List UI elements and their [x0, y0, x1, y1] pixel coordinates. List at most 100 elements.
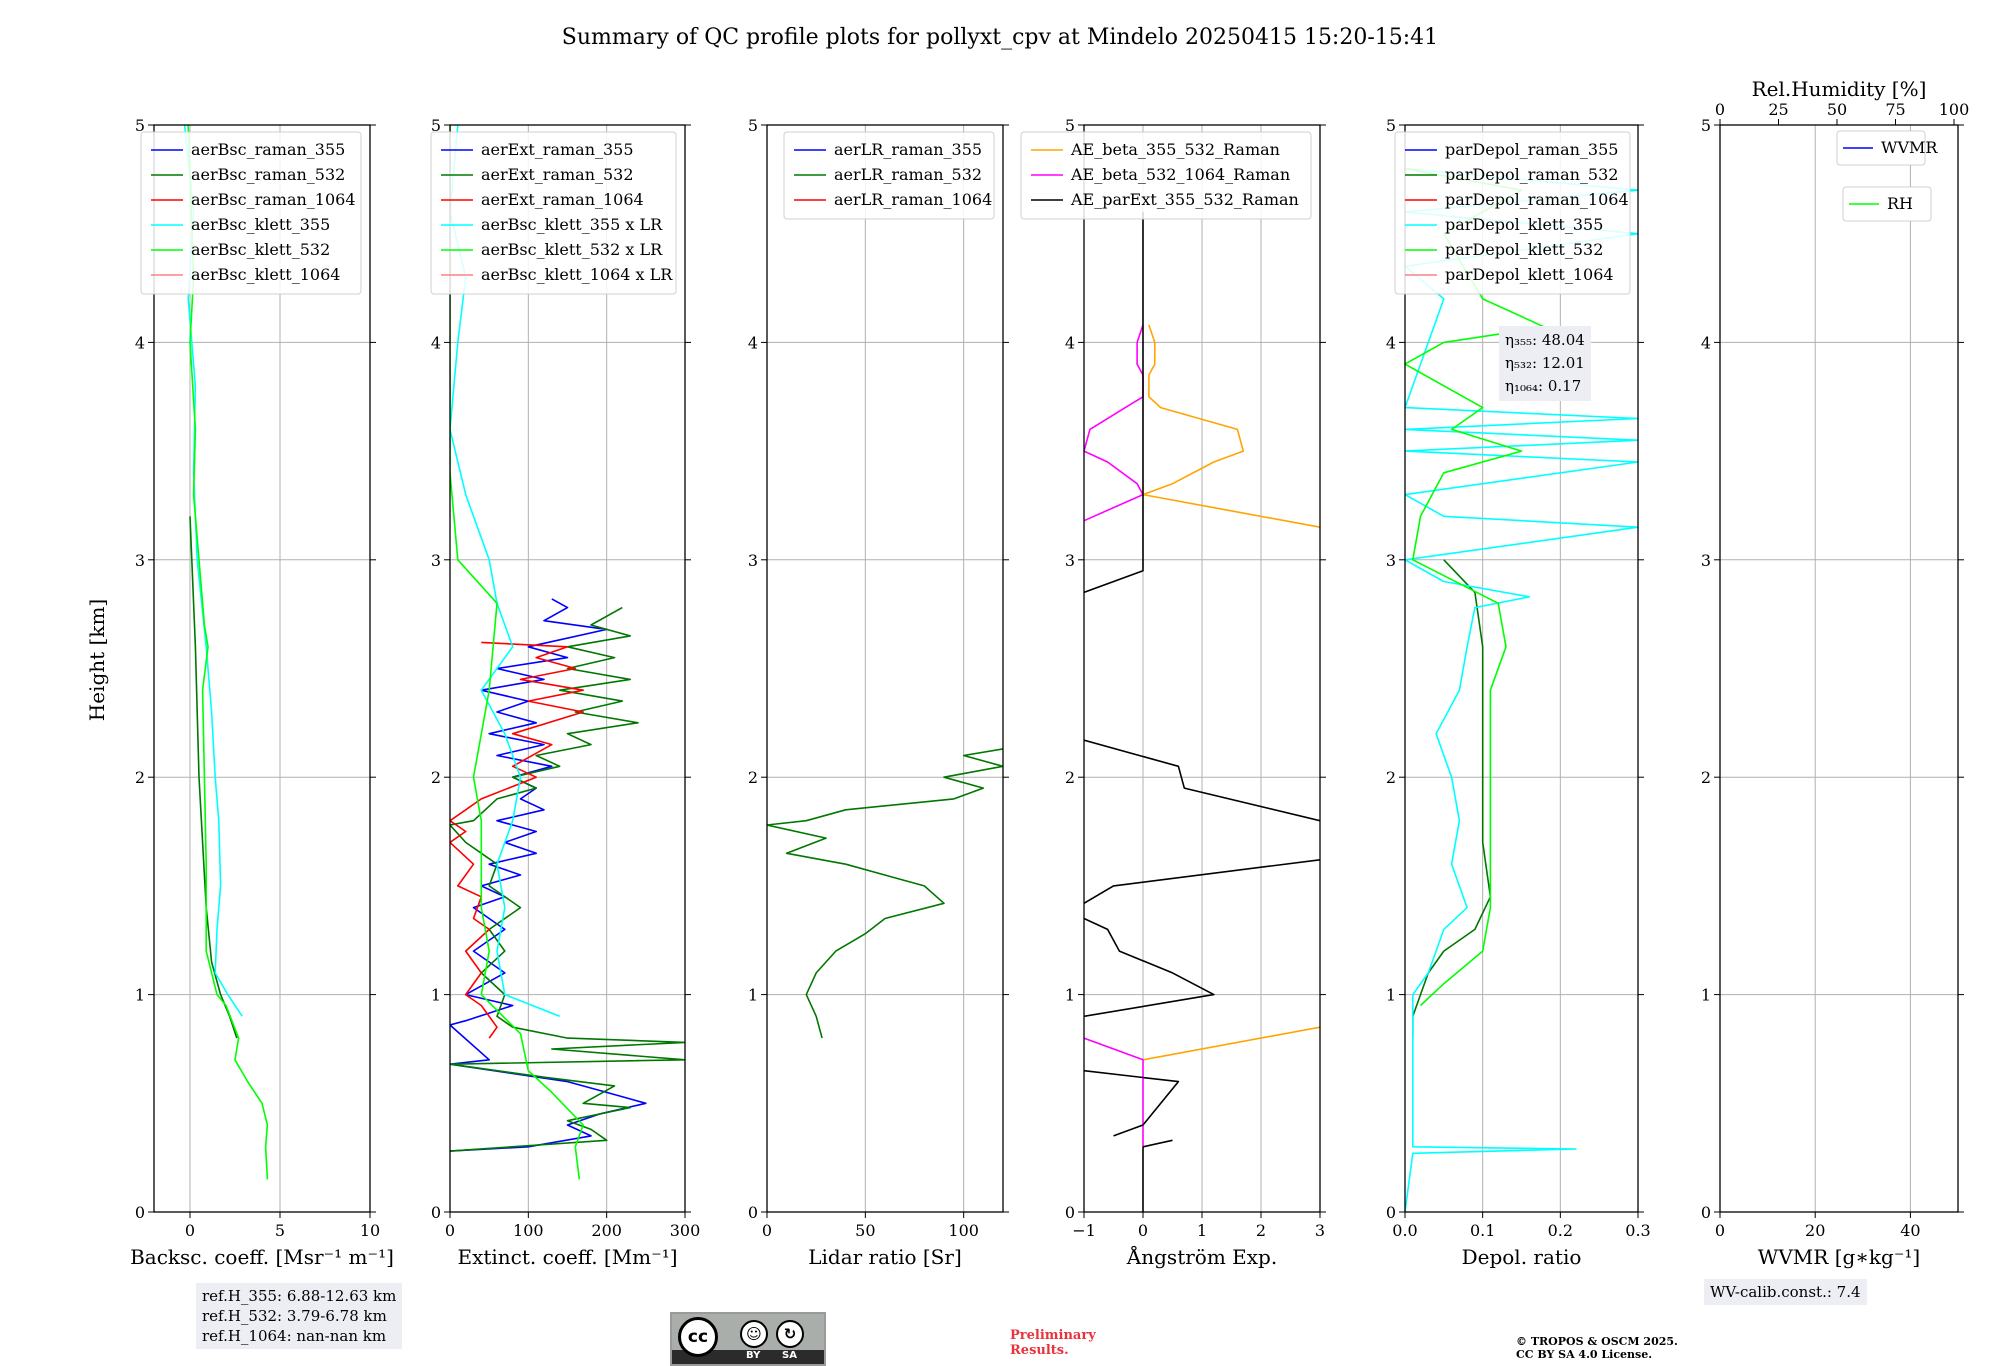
y-tick-label: 0: [1701, 1203, 1711, 1222]
cc-license-badge: cc ☺ ↻ BY SA: [670, 1312, 826, 1366]
legend-entry: AE_beta_532_1064_Raman: [1070, 165, 1290, 184]
legend-box: [1394, 131, 1631, 295]
legend-box: [1842, 186, 1932, 222]
data-lines: [1084, 212, 1320, 1212]
y-tick-label: 1: [1386, 986, 1396, 1005]
plot-frame: [766, 124, 1004, 1213]
copyright-note: © TROPOS & OSCM 2025. CC BY SA 4.0 Licen…: [1516, 1335, 1678, 1361]
x-tick-label: 3: [1315, 1221, 1325, 1240]
y-tick-label: 5: [1065, 116, 1075, 135]
x-tick-label: 300: [670, 1221, 701, 1240]
y-tick-label: 4: [748, 333, 758, 352]
preliminary-line-2: Results.: [1010, 1343, 1069, 1358]
legend-entry: aerExt_raman_532: [481, 165, 634, 184]
by-label: BY: [746, 1350, 761, 1361]
y-tick-label: 2: [748, 768, 758, 787]
y-tick-label: 4: [1701, 333, 1711, 352]
x-tick-label: 0.0: [1392, 1221, 1417, 1240]
legend-entry: aerLR_raman_1064: [834, 190, 992, 209]
legend-entry: WVMR: [1881, 138, 1938, 157]
x-tick-label: 100: [513, 1221, 544, 1240]
panel-wv: 0 20 40 0 1 2 3 4 5 WVMR [g∗kg⁻¹] 0 25 50 75 100 Rel.Hu…: [1701, 77, 1969, 1269]
preliminary-line-1: Preliminary: [1010, 1328, 1096, 1343]
legend-entry: parDepol_klett_532: [1445, 240, 1603, 259]
y-tick-label: 4: [135, 333, 145, 352]
y-tick-label: 2: [431, 768, 441, 787]
ref-h-1064: ref.H_1064: nan-nan km: [202, 1327, 387, 1345]
legend-box: [1836, 130, 1926, 166]
y-tick-label: 2: [1701, 768, 1711, 787]
top-x-axis-label: Rel.Humidity [%]: [1752, 77, 1927, 101]
y-tick-label: 3: [135, 551, 145, 570]
legend-entry: aerBsc_klett_532 x LR: [481, 240, 663, 259]
legend-entry: AE_beta_355_532_Raman: [1070, 140, 1280, 159]
legend-entry: aerExt_raman_1064: [481, 190, 644, 209]
series-parDepol_raman_532: [1412, 559, 1492, 1039]
x-tick-label: 0.2: [1548, 1221, 1573, 1240]
y-tick-label: 5: [1386, 116, 1396, 135]
y-tick-label: 3: [431, 551, 441, 570]
panel-ext: 0 100 200 300 0 1 2 3 4 5 Extinct. coeff. [Mm⁻¹] ae…: [430, 116, 701, 1269]
y-tick-label: 0: [748, 1203, 758, 1222]
plot-frame: [1404, 124, 1639, 1213]
y-tick-label: 3: [1701, 551, 1711, 570]
x-tick-label: 5: [275, 1221, 285, 1240]
x-tick-label: 200: [591, 1221, 622, 1240]
plot-frame: [449, 124, 686, 1213]
y-tick-label: 3: [748, 551, 758, 570]
y-tick-label: 1: [748, 986, 758, 1005]
plot-frame: [1719, 124, 1959, 1213]
panel-lr: 0 50 100 0 1 2 3 4 5 Lidar ratio [Sr] aerLR_raman_…: [748, 116, 1009, 1269]
data-lines: [450, 125, 685, 1180]
legend: aerBsc_raman_355 aerBsc_raman_532 aerBsc_r…: [140, 131, 362, 295]
x-axis-label: Backsc. coeff. [Msr⁻¹ m⁻¹]: [130, 1245, 394, 1269]
y-tick-label: 3: [1386, 551, 1396, 570]
y-tick-label: 5: [748, 116, 758, 135]
eta-532: η₅₃₂: 12.01: [1505, 354, 1585, 372]
eta-355: η₃₅₅: 48.04: [1505, 331, 1585, 349]
y-tick-label: 1: [1701, 986, 1711, 1005]
sa-label: SA: [782, 1350, 797, 1361]
wv-calib-const: WV-calib.const.: 7.4: [1710, 1283, 1861, 1301]
x-tick-label: −1: [1072, 1221, 1096, 1240]
legend-entry: aerLR_raman_355: [834, 140, 982, 159]
x-tick-label: 40: [1900, 1221, 1920, 1240]
panel-dep: 0.0 0.1 0.2 0.3 0 1 2 3 4 5 Depol. ratio parDepol_r…: [1386, 116, 1651, 1269]
eta-1064: η₁₀₆₄: 0.17: [1505, 377, 1582, 395]
series-AE_beta_532_1064_Raman: [1084, 324, 1144, 1147]
legend: aerExt_raman_355 aerExt_raman_532 aerExt_r…: [430, 131, 677, 295]
y-tick-label: 0: [431, 1203, 441, 1222]
legend-entry: parDepol_klett_1064: [1445, 265, 1614, 284]
legend-entry: aerBsc_klett_532: [191, 240, 330, 259]
y-tick-label: 1: [431, 986, 441, 1005]
top-x-tick-label: 25: [1768, 100, 1788, 119]
y-tick-label: 1: [135, 986, 145, 1005]
chart-title: Summary of QC profile plots for pollyxt_…: [562, 25, 1438, 50]
legend-entry: parDepol_raman_1064: [1445, 190, 1629, 209]
legend-box: [140, 131, 362, 295]
legend-entry: aerBsc_raman_1064: [191, 190, 356, 209]
share-alike-icon: ↻: [776, 1320, 804, 1348]
data-lines: [767, 748, 1003, 1039]
legend-entry: aerBsc_raman_355: [191, 140, 345, 159]
y-tick-label: 2: [1386, 768, 1396, 787]
x-axis-label: Depol. ratio: [1462, 1245, 1582, 1269]
legend: AE_beta_355_532_Raman AE_beta_532_1064_Ra…: [1020, 131, 1312, 220]
series-aerBsc_klett_532 x LR: [450, 125, 584, 1180]
x-tick-label: 1: [1197, 1221, 1207, 1240]
legend-entry: parDepol_raman_355: [1445, 140, 1618, 159]
x-tick-label: 2: [1256, 1221, 1266, 1240]
legend-entry: aerBsc_klett_355 x LR: [481, 215, 663, 234]
ref-h-532: ref.H_532: 3.79-6.78 km: [202, 1307, 387, 1325]
series-parDepol_klett_532: [1405, 167, 1546, 1007]
top-x-tick-label: 0: [1715, 100, 1725, 119]
x-tick-label: 0: [1138, 1221, 1148, 1240]
data-lines: [1405, 167, 1638, 1212]
legend: parDepol_raman_355 parDepol_raman_532 parD…: [1394, 131, 1631, 295]
x-tick-label: 10: [360, 1221, 380, 1240]
legend-box: [1020, 131, 1312, 220]
wv-calibration-box: WV-calib.const.: 7.4: [1704, 1279, 1867, 1305]
copyright-line-2: CC BY SA 4.0 License.: [1516, 1348, 1653, 1361]
x-tick-label: 0: [1715, 1221, 1725, 1240]
